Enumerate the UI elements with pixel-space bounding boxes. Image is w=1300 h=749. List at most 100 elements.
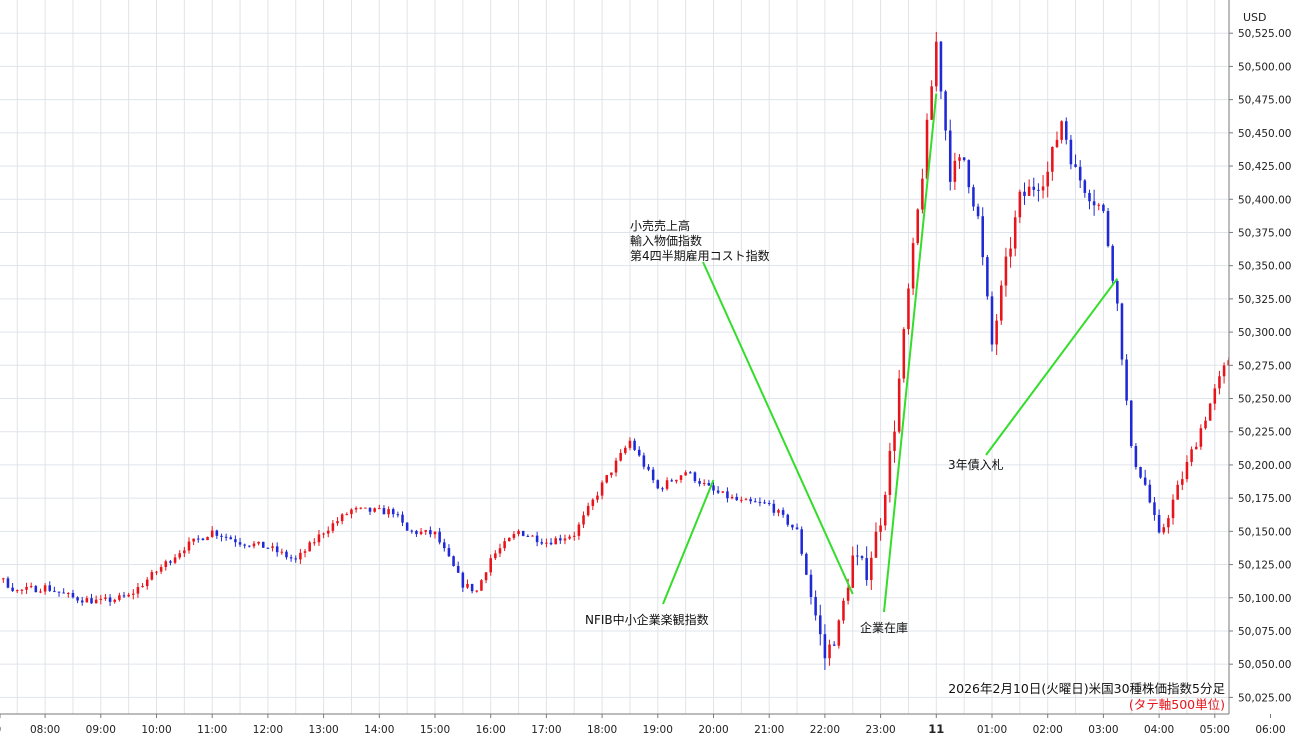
candle (145, 577, 149, 590)
candle (387, 506, 390, 518)
candle-body (354, 507, 358, 510)
candle-body (299, 552, 302, 560)
annotation-label: 企業在庫 (860, 620, 908, 635)
candle-body (1023, 191, 1026, 196)
candle (466, 579, 469, 589)
x-tick-label: 03:00 (1088, 724, 1118, 736)
candle (391, 507, 395, 518)
candle (494, 550, 497, 560)
candle-body (897, 378, 901, 432)
candle (614, 457, 618, 477)
candle (67, 592, 70, 598)
candle-body (1060, 121, 1063, 140)
annotation-leader-line (702, 261, 854, 595)
candle-body (1111, 245, 1114, 281)
candle (1125, 354, 1128, 406)
candle-body (331, 523, 335, 531)
candle-body (178, 553, 181, 558)
annotation-label: 3年債入札 (948, 457, 1004, 472)
candle (470, 583, 474, 594)
candle-body (596, 495, 599, 500)
candle (832, 641, 836, 647)
candle (689, 471, 692, 474)
candle-body (336, 521, 339, 524)
candle (326, 526, 330, 538)
candle-body (340, 514, 344, 522)
candle (647, 464, 650, 472)
candle-body (94, 599, 98, 604)
candle-body (809, 574, 813, 597)
candle-body (405, 522, 409, 531)
candle (907, 283, 910, 335)
candle-body (925, 119, 929, 179)
candle-body (243, 544, 246, 546)
candle-body (1078, 166, 1082, 181)
candle-body (526, 535, 530, 537)
candle (1088, 189, 1091, 210)
candle-body (6, 578, 10, 588)
candle-body (1000, 285, 1003, 321)
candle (127, 592, 130, 598)
candle-body (902, 329, 906, 379)
candle-body (1181, 479, 1184, 485)
candle-body (1208, 403, 1212, 421)
candle-body (1148, 484, 1152, 503)
candle-body (433, 531, 437, 535)
candle-body (303, 551, 307, 553)
candle (76, 596, 79, 604)
candle-body (127, 594, 130, 597)
candle (856, 544, 859, 566)
candle (257, 541, 260, 546)
candle-body (238, 542, 242, 545)
candle (735, 493, 738, 501)
candle (308, 540, 311, 552)
candle (1199, 424, 1203, 450)
candle-body (150, 572, 154, 580)
candle-body (285, 551, 288, 558)
candle-body (201, 538, 205, 541)
candle (261, 541, 265, 548)
x-tick-label: 08:00 (30, 724, 60, 736)
candle-body (387, 509, 390, 515)
candle (628, 437, 632, 451)
candle (210, 526, 214, 538)
y-tick-label: 50,400.00 (1238, 194, 1291, 206)
candle (1032, 177, 1036, 197)
grid (0, 0, 1228, 714)
candle (777, 508, 780, 517)
candle (800, 526, 803, 556)
candle (897, 369, 901, 434)
candle (554, 536, 557, 545)
x-axis-bg (0, 714, 1300, 745)
candle-body (916, 209, 920, 244)
candle (507, 537, 511, 542)
candle (740, 496, 743, 503)
annotation-label: 輸入物価指数 (630, 233, 702, 248)
candle (958, 154, 961, 169)
candle (234, 535, 237, 547)
candle-body (883, 494, 887, 526)
candle (368, 507, 372, 515)
candle (99, 594, 103, 605)
y-tick-label: 50,050.00 (1238, 659, 1291, 671)
candle (870, 551, 873, 591)
candle-body (1176, 484, 1179, 500)
candle-body (438, 531, 441, 543)
y-tick-label: 50,200.00 (1238, 460, 1291, 472)
candle (303, 549, 307, 558)
candle (275, 542, 279, 557)
candle-body (280, 551, 284, 553)
candle-body (275, 546, 279, 553)
candle (201, 537, 205, 541)
candle (206, 536, 209, 541)
candle (1009, 237, 1012, 268)
candle-body (1046, 171, 1049, 187)
candle-body (986, 257, 989, 297)
candle (582, 511, 585, 529)
candle (118, 592, 121, 602)
candle (1013, 210, 1017, 257)
candle-body (206, 536, 209, 541)
y-tick-label: 50,525.00 (1238, 28, 1291, 40)
candle-body (568, 536, 571, 539)
candle-body (1088, 192, 1091, 202)
